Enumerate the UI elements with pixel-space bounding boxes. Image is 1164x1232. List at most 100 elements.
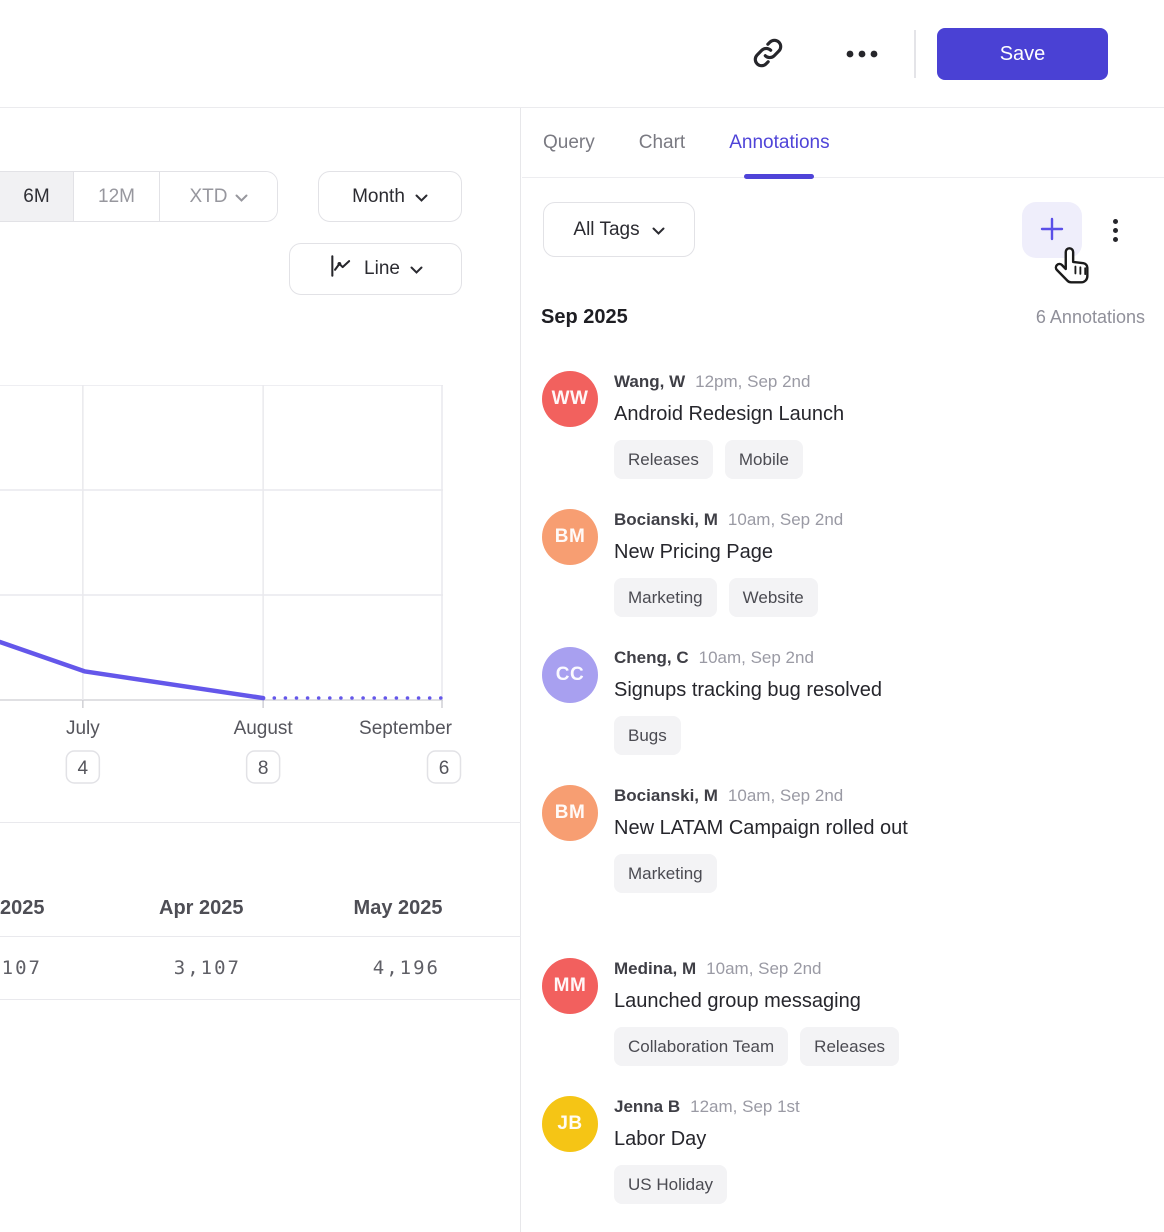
author-name: Medina, M: [614, 959, 697, 978]
svg-text:July: July: [66, 718, 100, 739]
svg-text:8: 8: [258, 758, 269, 779]
plus-icon: [1038, 215, 1066, 246]
range-tab-6m[interactable]: 6M: [0, 172, 74, 221]
annotation-body: Bocianski, M 10am, Sep 2nd New LATAM Camp…: [614, 785, 908, 893]
annotation-tag: Releases: [614, 440, 713, 479]
copy-link-button[interactable]: [746, 32, 790, 76]
annotation-timestamp: 10am, Sep 2nd: [727, 510, 844, 529]
annotation-tag: Mobile: [724, 440, 803, 479]
table-value-cell: 3,107: [173, 957, 241, 979]
granularity-label: Month: [352, 185, 405, 207]
annotation-title: Signups tracking bug resolved: [614, 679, 882, 701]
annotation-timestamp: 10am, Sep 2nd: [727, 786, 844, 805]
range-tab-xtd[interactable]: XTD: [160, 172, 277, 221]
chart-type-dropdown[interactable]: Line: [289, 243, 462, 295]
annotation-tag: US Holiday: [614, 1165, 728, 1204]
annotation-title: Android Redesign Launch: [614, 403, 845, 425]
annotation-tag: Website: [728, 578, 818, 617]
annotation-title: New LATAM Campaign rolled out: [614, 817, 908, 839]
tab-chart[interactable]: Chart: [638, 131, 686, 153]
annotation-row[interactable]: JB Jenna B 12am, Sep 1st Labor Day US Hol…: [542, 1096, 1142, 1204]
author-name: Bocianski, M: [614, 510, 718, 529]
annotation-tags: Bugs: [614, 716, 882, 755]
date-range-segmented-control: 6M 12M XTD: [0, 171, 278, 222]
chevron-down-icon: [235, 186, 248, 208]
annotation-tag: Marketing: [614, 578, 717, 617]
annotation-title: Labor Day: [614, 1128, 707, 1150]
range-tab-xtd-label: XTD: [189, 185, 228, 207]
annotations-count: 6 Annotations: [1035, 307, 1145, 327]
annotation-body: Wang, W 12pm, Sep 2nd Android Redesign La…: [614, 371, 844, 479]
chart-panel: 6M 12M XTD Month Line: [0, 108, 521, 1232]
table-value-row: 107 3,107 4,196: [0, 937, 521, 1000]
annotations-line-chart: July August September 4 8 6: [0, 384, 462, 787]
chart-type-label: Line: [364, 258, 400, 279]
annotation-body: Jenna B 12am, Sep 1st Labor Day US Holida…: [614, 1096, 800, 1204]
all-tags-dropdown[interactable]: All Tags: [543, 202, 695, 257]
avatar: BM: [542, 785, 598, 841]
annotation-tags: Marketing: [614, 854, 908, 893]
kebab-icon: [1112, 218, 1118, 242]
topbar-divider: [914, 30, 916, 78]
annotation-row[interactable]: CC Cheng, C 10am, Sep 2nd Signups trackin…: [542, 647, 1142, 755]
table-value-cell: 4,196: [372, 957, 440, 979]
svg-text:4: 4: [78, 758, 89, 779]
annotation-body: Bocianski, M 10am, Sep 2nd New Pricing Pa…: [614, 509, 843, 617]
annotation-tags: Collaboration Team Releases: [614, 1027, 900, 1066]
all-tags-label: All Tags: [573, 218, 640, 240]
annotation-row[interactable]: BM Bocianski, M 10am, Sep 2nd New LATAM C…: [542, 785, 1142, 893]
annotations-panel: Query Chart Annotations All Tags Sep: [522, 108, 1164, 1232]
tab-annotations[interactable]: Annotations: [729, 108, 829, 178]
panel-tabs: Query Chart Annotations: [522, 108, 1164, 178]
add-annotation-button[interactable]: [1022, 202, 1082, 258]
annotation-body: Medina, M 10am, Sep 2nd Launched group me…: [614, 958, 900, 1066]
ellipsis-icon: [845, 47, 879, 62]
avatar: CC: [542, 647, 598, 703]
avatar: BM: [542, 509, 598, 565]
annotation-tags: Marketing Website: [614, 578, 843, 617]
annotation-timestamp: 12am, Sep 1st: [690, 1097, 800, 1116]
table-header-cell: 2025: [0, 897, 45, 919]
top-bar: Save: [0, 0, 1164, 108]
annotation-tag: Bugs: [614, 716, 681, 755]
author-name: Bocianski, M: [614, 786, 718, 805]
chevron-down-icon: [410, 258, 423, 280]
more-options-button[interactable]: [840, 32, 884, 76]
annotation-row[interactable]: BM Bocianski, M 10am, Sep 2nd New Pricing…: [542, 509, 1142, 617]
avatar: MM: [542, 958, 598, 1014]
avatar: JB: [542, 1096, 598, 1152]
chevron-down-icon: [415, 186, 428, 208]
author-name: Jenna B: [614, 1097, 681, 1116]
svg-text:September: September: [359, 718, 453, 739]
annotation-tag: Marketing: [614, 854, 717, 893]
annotation-tag: Releases: [800, 1027, 900, 1066]
annotation-timestamp: 10am, Sep 2nd: [706, 959, 822, 978]
table-value-cell: 107: [1, 957, 42, 979]
granularity-dropdown[interactable]: Month: [318, 171, 462, 222]
svg-text:August: August: [234, 718, 294, 739]
annotation-timestamp: 12pm, Sep 2nd: [695, 372, 811, 391]
annotation-row[interactable]: MM Medina, M 10am, Sep 2nd Launched group…: [542, 958, 1142, 1066]
save-button[interactable]: Save: [937, 28, 1108, 80]
table-header-row: 2025 Apr 2025 May 2025: [0, 823, 521, 937]
annotation-body: Cheng, C 10am, Sep 2nd Signups tracking b…: [614, 647, 882, 755]
annotation-tag: Collaboration Team: [614, 1027, 789, 1066]
range-tab-12m[interactable]: 12M: [74, 172, 160, 221]
svg-text:6: 6: [439, 758, 450, 779]
table-header-cell: Apr 2025: [159, 897, 244, 919]
section-month-label: Sep 2025: [541, 306, 628, 328]
summary-table: 2025 Apr 2025 May 2025 107 3,107 4,196: [0, 822, 521, 1000]
annotation-title: New Pricing Page: [614, 541, 773, 563]
annotation-timestamp: 10am, Sep 2nd: [698, 648, 814, 667]
annotation-title: Launched group messaging: [614, 990, 861, 1012]
annotations-section-header: Sep 2025 6 Annotations: [541, 306, 1145, 329]
annotation-tags: Releases Mobile: [614, 440, 844, 479]
annotation-row[interactable]: WW Wang, W 12pm, Sep 2nd Android Redesign…: [542, 371, 1142, 479]
author-name: Wang, W: [614, 372, 686, 391]
link-icon: [750, 35, 786, 74]
annotation-tags: US Holiday: [614, 1165, 800, 1204]
table-header-cell: May 2025: [353, 897, 443, 919]
tab-query[interactable]: Query: [543, 131, 595, 153]
annotations-menu-button[interactable]: [1094, 202, 1136, 258]
